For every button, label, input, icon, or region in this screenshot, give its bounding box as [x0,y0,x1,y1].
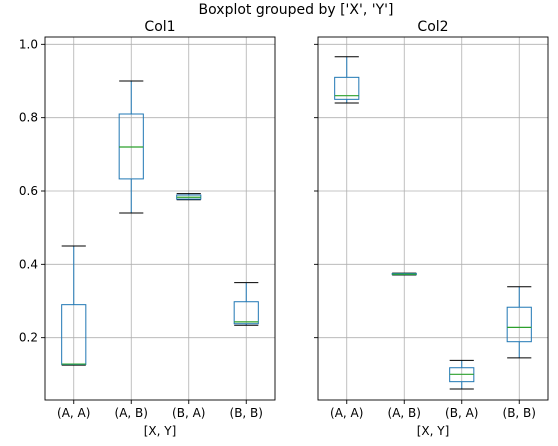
x-tick-label: (B, B) [230,406,263,420]
axes-frame [317,36,549,401]
y-tick-label: 0.2 [19,331,38,345]
x-tick-label: (A, B) [388,406,421,420]
box-2 [118,80,144,214]
x-tick-label: (B, B) [503,406,536,420]
box-1 [61,245,87,366]
x-tick-label: (A, B) [115,406,148,420]
box-iqr [506,306,532,343]
box-2 [391,272,417,276]
panel-1: 0.2 0.4 0.6 0.8 1.0 (A, A) (A, B) (B, A) (B, B) C… [19,19,276,438]
panel-title: Col2 [417,19,448,35]
box-4 [233,282,259,326]
x-axis-label: [X, Y] [417,424,450,438]
box-3 [449,359,475,390]
y-tick-label: 0.4 [19,257,38,271]
box-3 [176,193,202,201]
x-tick-label: (A, A) [57,406,90,420]
panel-title: Col1 [144,19,175,35]
x-axis-label: [X, Y] [144,424,177,438]
x-tick-label: (B, A) [445,406,478,420]
x-tick-label: (A, A) [330,406,363,420]
axes-frame [44,36,276,401]
box-4 [506,286,532,359]
y-tick-label: 1.0 [19,37,38,51]
panel-2: (A, A) (A, B) (B, A) (B, B) Col2 [X, Y] [314,19,549,438]
box-1 [334,56,360,104]
box-iqr [334,76,360,100]
x-tick-label: (B, A) [172,406,205,420]
figure-suptitle: Boxplot grouped by ['X', 'Y'] [199,2,394,18]
y-tick-label: 0.8 [19,111,38,125]
box-iqr [233,301,259,325]
y-tick-label: 0.6 [19,184,38,198]
